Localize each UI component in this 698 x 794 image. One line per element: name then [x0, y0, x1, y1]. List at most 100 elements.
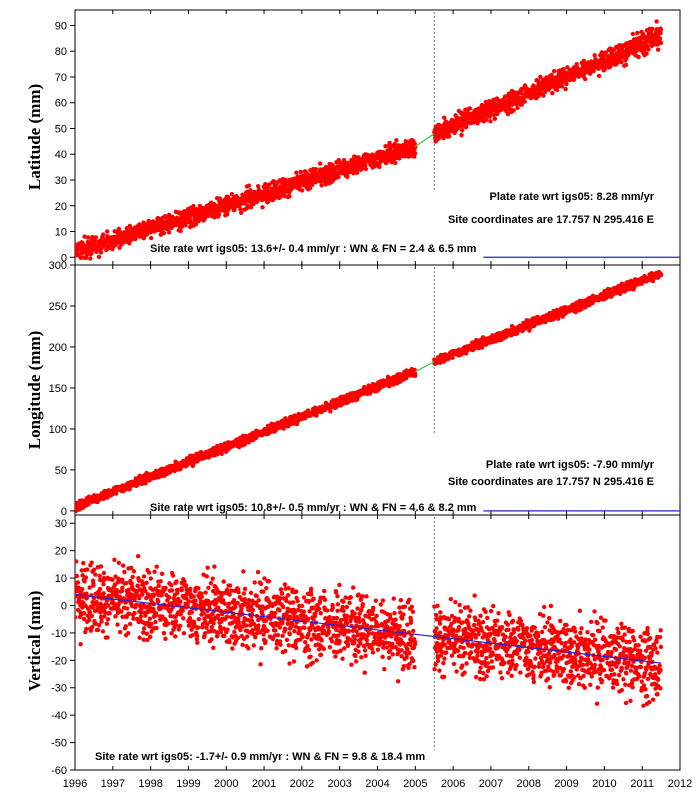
data-point [363, 162, 368, 168]
data-point [123, 624, 128, 629]
x-tick-label: 2012 [668, 778, 692, 790]
data-point [582, 76, 588, 82]
y-tick-label: 10 [55, 573, 67, 585]
data-point [658, 27, 664, 32]
data-point [307, 185, 313, 191]
longitude-axis-label: Longitude (mm) [25, 331, 44, 450]
data-point [93, 572, 98, 577]
y-tick-label: 50 [55, 123, 67, 135]
y-tick-label: -60 [51, 765, 67, 777]
data-point [650, 26, 655, 32]
data-point [522, 99, 527, 104]
data-point [91, 567, 97, 572]
data-point [82, 234, 87, 239]
data-point [275, 181, 280, 186]
data-point [89, 250, 94, 256]
plot-area [75, 19, 680, 261]
data-point [377, 164, 382, 170]
data-point [105, 617, 111, 622]
data-point [488, 119, 493, 124]
x-tick-label: 2002 [290, 778, 314, 790]
data-point [89, 560, 94, 565]
data-point [551, 68, 557, 74]
data-point [179, 224, 185, 229]
data-point [655, 47, 661, 52]
x-tick-label: 2004 [365, 778, 389, 790]
data-point [238, 210, 244, 215]
x-tick-label: 2008 [517, 778, 541, 790]
data-point [412, 151, 418, 156]
data-point [178, 228, 183, 234]
data-point [313, 166, 319, 172]
data-point [611, 47, 617, 53]
data-point [75, 573, 80, 579]
data-point [644, 51, 649, 56]
gap-fit-line [415, 361, 435, 373]
data-point [124, 580, 129, 586]
data-point [79, 568, 85, 573]
data-point [107, 611, 112, 616]
data-point [79, 586, 85, 592]
x-tick-label: 2001 [252, 778, 276, 790]
y-tick-label: 80 [55, 46, 67, 58]
data-point [82, 579, 87, 584]
data-point [574, 61, 579, 67]
data-point [314, 413, 319, 418]
data-point [101, 570, 107, 576]
data-point [238, 207, 243, 212]
data-point [538, 74, 543, 80]
y-tick-label: 0 [61, 506, 67, 518]
data-point [336, 174, 341, 180]
data-point [87, 585, 92, 590]
data-point [216, 212, 222, 217]
y-tick-label: 20 [55, 201, 67, 213]
latitude-plate-rate: Plate rate wrt igs05: 8.28 mm/yr [490, 191, 655, 203]
data-point [98, 564, 104, 569]
data-point [658, 272, 664, 277]
data-point [81, 560, 86, 566]
data-point [88, 628, 94, 633]
data-point [96, 254, 102, 260]
y-tick-label: -30 [51, 683, 67, 695]
data-point [117, 629, 123, 635]
data-point [122, 569, 127, 575]
data-point [183, 222, 188, 228]
data-point [86, 617, 92, 623]
data-point [636, 54, 641, 60]
data-point [483, 117, 489, 123]
data-point [161, 230, 167, 236]
data-point [83, 575, 89, 580]
data-point [345, 174, 350, 179]
data-point [84, 626, 89, 632]
latitude-site-coordinates: Site coordinates are 17.757 N 295.416 E [448, 214, 654, 226]
data-point [191, 203, 196, 209]
data-point [336, 157, 341, 163]
data-point [658, 40, 664, 45]
x-tick-label: 1999 [176, 778, 200, 790]
data-point [592, 53, 597, 58]
data-point [102, 614, 107, 619]
data-point [104, 621, 110, 626]
data-point [115, 622, 120, 627]
data-point [404, 375, 409, 381]
data-point [98, 610, 103, 615]
data-point [193, 222, 199, 227]
data-point [317, 161, 323, 166]
data-point [298, 169, 304, 175]
data-point [467, 106, 473, 111]
y-tick-label: 30 [55, 175, 67, 187]
y-tick-label: -50 [51, 738, 67, 750]
plot-area [75, 554, 664, 708]
data-point [294, 170, 299, 175]
data-point [120, 563, 126, 568]
y-tick-label: -40 [51, 710, 67, 722]
data-point [436, 136, 442, 141]
data-point [225, 212, 230, 217]
y-tick-label: 250 [49, 301, 67, 313]
data-point [95, 627, 101, 633]
latitude-axis-label: Latitude (mm) [25, 84, 44, 190]
data-point [110, 577, 115, 583]
